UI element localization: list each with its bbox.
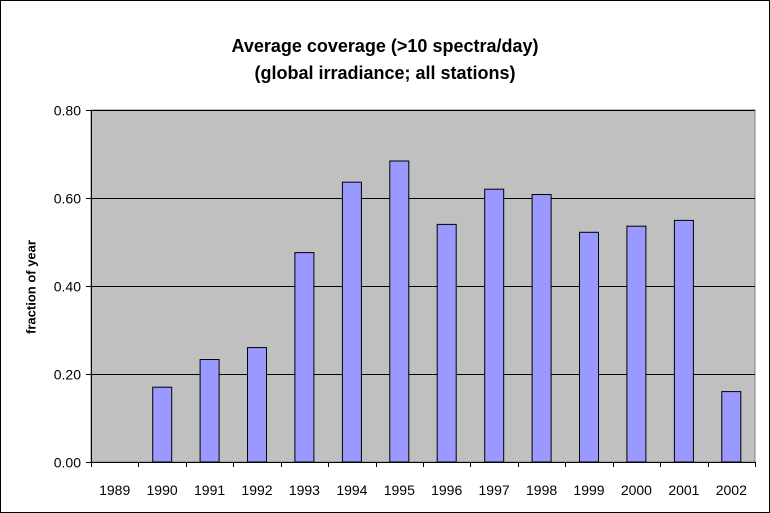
- bar-1994: [341, 181, 362, 463]
- y-tick-label: 0.80: [54, 103, 81, 119]
- x-tick-label: 1999: [573, 482, 604, 498]
- bar-1996: [436, 223, 457, 463]
- x-tick-label: 1992: [241, 482, 272, 498]
- bar-1995: [389, 160, 410, 463]
- bar-1990: [152, 386, 173, 463]
- chart-subtitle: (global irradiance; all stations): [254, 63, 516, 83]
- bar-1992: [247, 347, 267, 463]
- bar-1991: [199, 359, 220, 463]
- y-tick-label: 0.00: [54, 455, 81, 471]
- x-tick-label: 1993: [289, 482, 320, 498]
- chart-title: Average coverage (>10 spectra/day): [231, 36, 539, 56]
- x-tick-label: 1994: [336, 482, 367, 498]
- bar-2000: [626, 225, 647, 463]
- x-tick-label: 1995: [384, 482, 415, 498]
- y-tick-label: 0.60: [54, 191, 81, 207]
- x-tick-label: 1998: [526, 482, 557, 498]
- x-tick-label: 2000: [621, 482, 652, 498]
- x-tick-label: 1997: [479, 482, 510, 498]
- bar-1997: [484, 188, 505, 463]
- x-tick-label: 1989: [99, 482, 130, 498]
- x-tick-label: 1991: [194, 482, 225, 498]
- x-tick-label: 2002: [716, 482, 747, 498]
- bar-2002: [721, 391, 742, 463]
- x-tick-label: 1990: [147, 482, 178, 498]
- y-tick-label: 0.40: [54, 279, 81, 295]
- y-tick-label: 0.20: [54, 367, 81, 383]
- x-tick-label: 2001: [668, 482, 699, 498]
- bar-1993: [294, 252, 315, 463]
- bar-2001: [673, 219, 694, 463]
- bar-1999: [579, 231, 599, 463]
- bar-1998: [531, 194, 552, 463]
- x-tick-label: 1996: [431, 482, 462, 498]
